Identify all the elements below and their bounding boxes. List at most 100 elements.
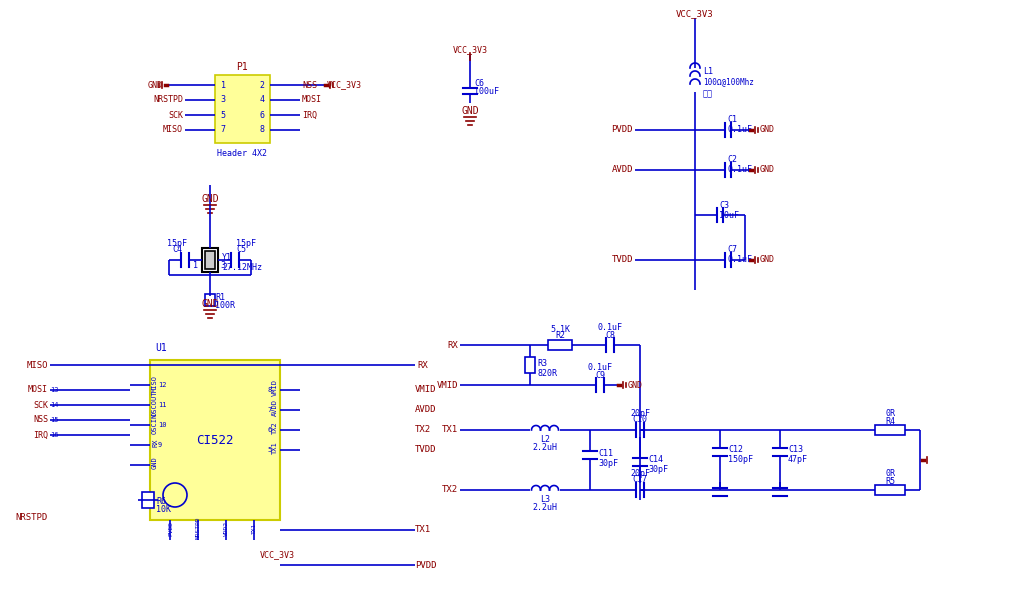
Text: TVDD: TVDD <box>612 256 633 265</box>
Text: AVDD: AVDD <box>612 166 633 175</box>
Text: VCC_3V3: VCC_3V3 <box>452 45 487 54</box>
Text: NSS: NSS <box>33 415 49 424</box>
Text: GND: GND <box>760 256 775 265</box>
Text: VMID: VMID <box>437 380 458 390</box>
Text: C11: C11 <box>598 449 613 458</box>
Text: 0.1uF: 0.1uF <box>598 324 622 333</box>
Text: 20pF: 20pF <box>630 468 650 477</box>
Text: 100Ω@100Mhz: 100Ω@100Mhz <box>703 77 753 86</box>
Text: GND: GND <box>148 80 163 89</box>
Bar <box>215 75 270 143</box>
Text: NRSTPD: NRSTPD <box>153 95 183 104</box>
Text: 8: 8 <box>259 126 264 135</box>
Text: GND: GND <box>628 380 643 390</box>
Text: R3: R3 <box>537 359 547 368</box>
Text: 2.2uH: 2.2uH <box>533 443 557 452</box>
Text: NRSTPD: NRSTPD <box>196 517 201 539</box>
Text: TX1: TX1 <box>415 526 431 535</box>
Text: L1: L1 <box>703 67 713 76</box>
Text: C17: C17 <box>633 476 647 485</box>
Text: PVDD: PVDD <box>612 126 633 135</box>
Text: 10K: 10K <box>156 505 171 514</box>
Text: 4: 4 <box>259 95 264 104</box>
Text: 1: 1 <box>193 260 198 269</box>
Text: GND: GND <box>760 166 775 175</box>
Text: 30pF: 30pF <box>648 465 668 474</box>
Text: 0.1uF: 0.1uF <box>587 364 613 372</box>
Text: GND: GND <box>201 299 219 309</box>
Text: NSS: NSS <box>302 80 317 89</box>
Text: Header 4X2: Header 4X2 <box>217 148 267 157</box>
Text: C5: C5 <box>236 246 246 254</box>
Text: MISO: MISO <box>152 374 158 392</box>
Text: CI522: CI522 <box>196 433 234 446</box>
Text: VMID: VMID <box>272 380 278 396</box>
Text: 0.1uF: 0.1uF <box>727 126 752 135</box>
Text: 0.1uF: 0.1uF <box>727 256 752 265</box>
Text: P1: P1 <box>236 62 248 72</box>
Text: 16: 16 <box>50 432 59 438</box>
Text: R4: R4 <box>885 417 895 426</box>
Text: TX2: TX2 <box>442 486 458 495</box>
Text: PVDD: PVDD <box>415 560 437 570</box>
Text: 5: 5 <box>267 447 272 453</box>
Text: TX2: TX2 <box>272 421 278 434</box>
Text: MISO: MISO <box>27 361 49 370</box>
Text: 10uF: 10uF <box>719 210 739 219</box>
Text: TVDD: TVDD <box>415 445 437 455</box>
Bar <box>142 492 154 508</box>
Text: Y1: Y1 <box>222 253 232 262</box>
Text: SCK: SCK <box>168 110 183 120</box>
Text: VMID: VMID <box>415 386 437 395</box>
Text: VCC_3V3: VCC_3V3 <box>327 80 362 89</box>
Text: 12: 12 <box>158 382 166 388</box>
Text: C1: C1 <box>727 116 737 125</box>
Text: C12: C12 <box>728 445 743 455</box>
Text: 820R: 820R <box>537 368 557 377</box>
Text: R5: R5 <box>885 476 895 486</box>
Text: 150pF: 150pF <box>728 455 753 464</box>
Text: NRSTPD: NRSTPD <box>15 514 49 523</box>
Text: 2.2uH: 2.2uH <box>533 504 557 513</box>
Text: C3: C3 <box>719 200 729 210</box>
Text: 5.1K: 5.1K <box>550 324 570 334</box>
Bar <box>205 251 215 269</box>
Text: GND: GND <box>461 106 479 116</box>
Text: RX: RX <box>152 439 158 447</box>
Text: AVDD: AVDD <box>272 399 278 417</box>
Text: 7: 7 <box>221 126 226 135</box>
Text: L3: L3 <box>540 495 550 504</box>
Text: AVDD: AVDD <box>415 405 437 414</box>
Text: 11: 11 <box>158 402 166 408</box>
Text: C8: C8 <box>605 331 615 340</box>
Text: C10: C10 <box>633 415 647 424</box>
Text: 7: 7 <box>267 407 272 413</box>
Bar <box>548 340 572 350</box>
Text: 磁珠: 磁珠 <box>703 89 713 98</box>
Text: 15pF: 15pF <box>236 238 256 247</box>
Text: R1: R1 <box>215 293 225 303</box>
Text: 100uF: 100uF <box>474 86 499 95</box>
Text: TX1: TX1 <box>272 442 278 454</box>
Text: 15pF: 15pF <box>167 238 187 247</box>
Text: VDD2: VDD2 <box>224 520 229 535</box>
Text: 5: 5 <box>221 110 226 120</box>
Bar <box>205 294 215 306</box>
Text: 13: 13 <box>50 387 59 393</box>
Text: 47pF: 47pF <box>788 455 808 464</box>
Text: SCK: SCK <box>33 401 49 409</box>
Text: C9: C9 <box>595 371 605 380</box>
Text: C4: C4 <box>172 246 182 254</box>
Text: 0.1uF: 0.1uF <box>727 166 752 175</box>
Text: IRQ: IRQ <box>302 110 317 120</box>
Text: GND: GND <box>760 126 775 135</box>
Bar <box>875 425 905 435</box>
Text: GND: GND <box>152 457 158 470</box>
Text: 6: 6 <box>267 427 272 433</box>
Text: 1: 1 <box>221 80 226 89</box>
Text: 0R: 0R <box>885 470 895 479</box>
Text: 15: 15 <box>50 417 59 423</box>
Bar <box>150 360 280 520</box>
Text: TX1: TX1 <box>442 426 458 434</box>
Text: C13: C13 <box>788 445 803 455</box>
